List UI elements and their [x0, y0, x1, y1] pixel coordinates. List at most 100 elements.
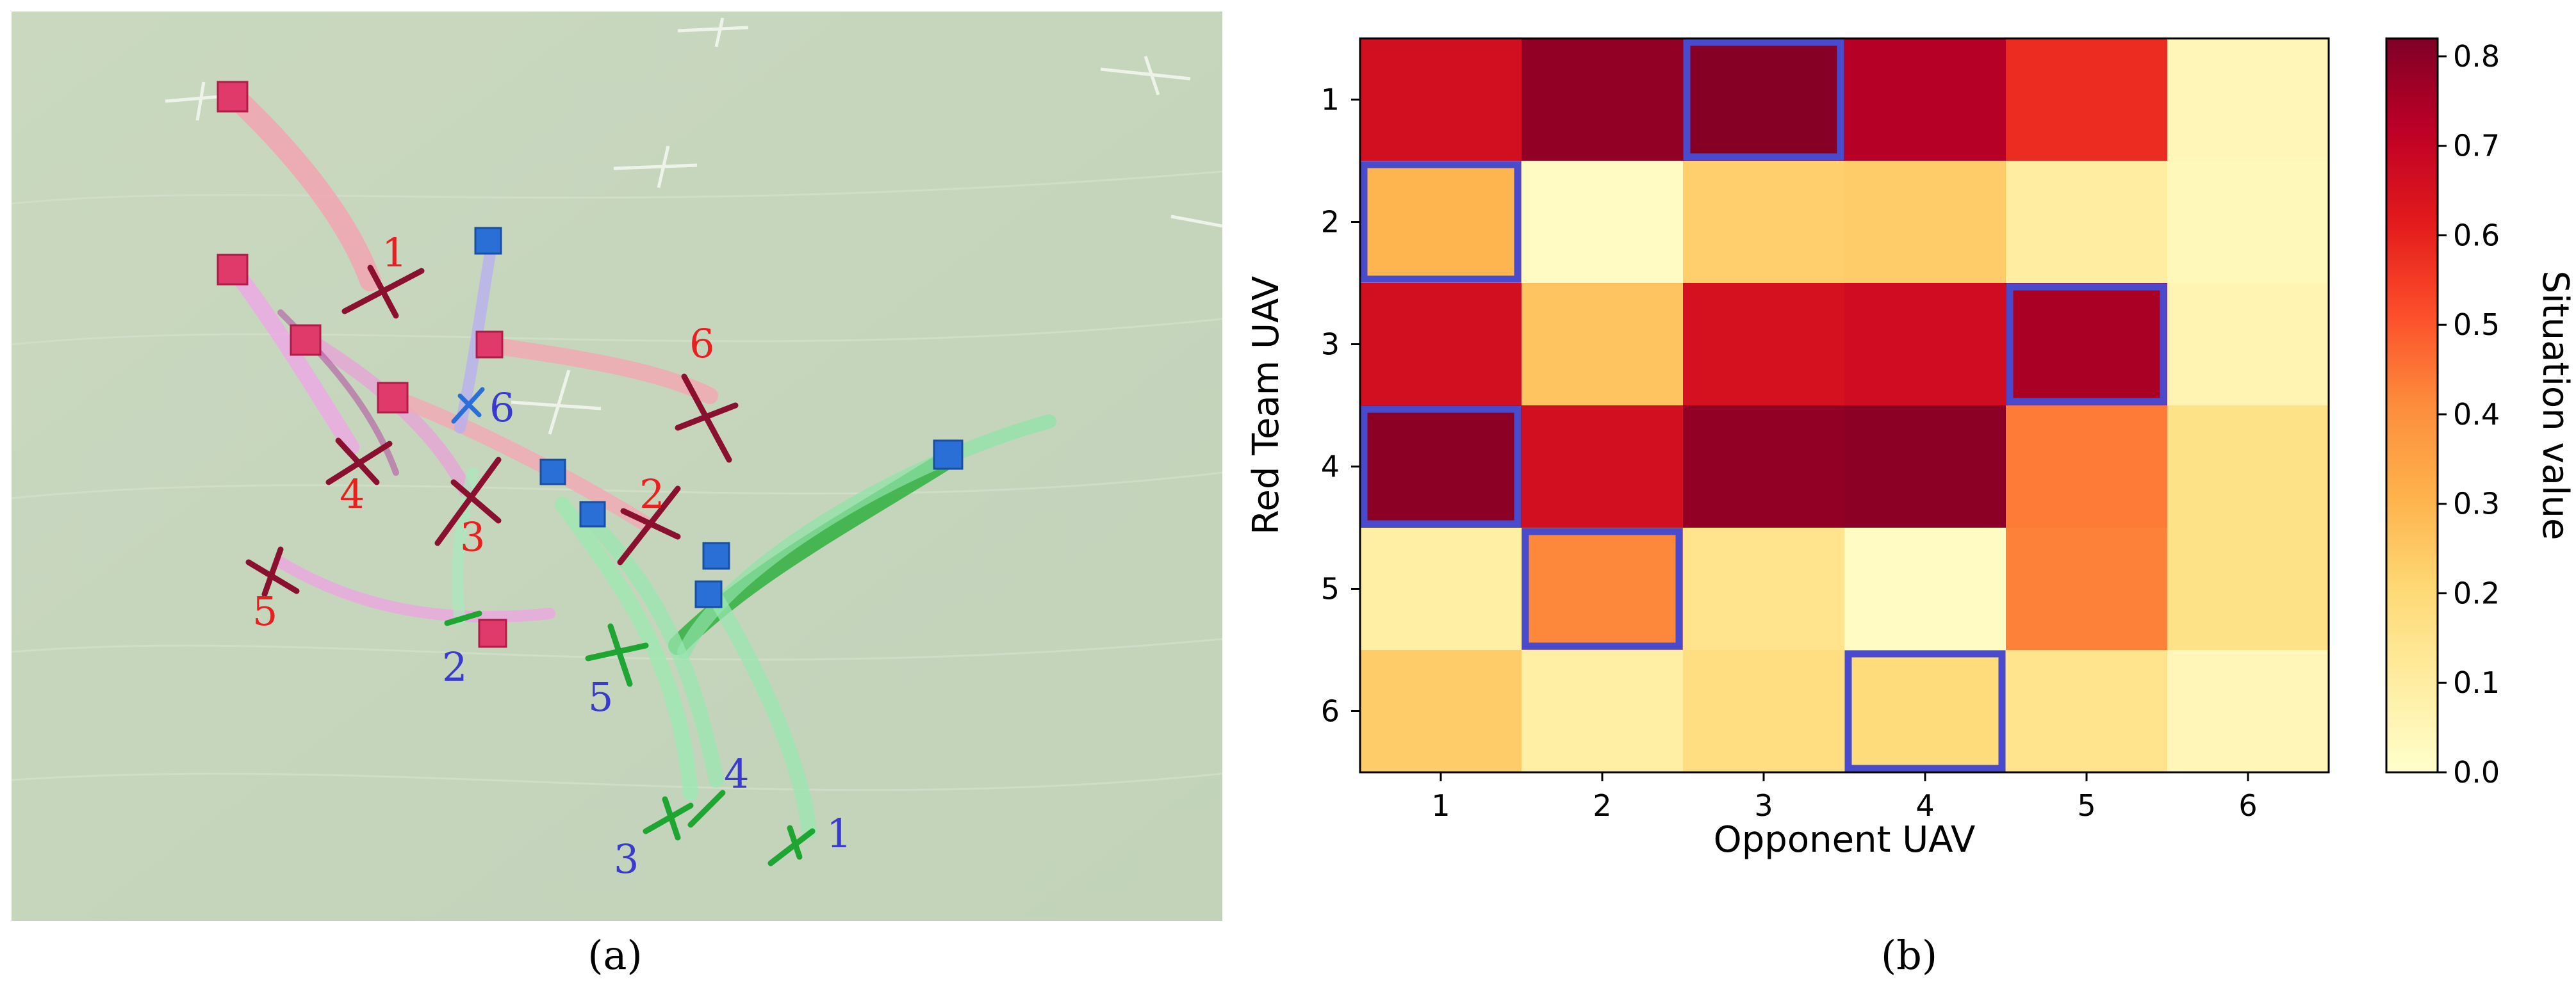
x-tick-label: 3	[1754, 788, 1773, 823]
blue-team-labels: 6 2 5 4 3 1	[442, 384, 851, 882]
heatmap-cell-r1-c5	[2006, 38, 2168, 161]
heatmap-cell-r1-c1	[1360, 38, 1522, 161]
highlight-box-r1-c3	[1683, 38, 1844, 161]
heatmap-cell-r4-c4	[1844, 405, 2006, 528]
blue-label-6: 6	[489, 384, 514, 431]
y-tick-label: 1	[1321, 83, 1340, 117]
colorbar	[2385, 37, 2439, 774]
red-label-1: 1	[382, 229, 407, 276]
colorbar-tick-label: 0.4	[2453, 397, 2500, 432]
blue-label-3: 3	[614, 836, 639, 882]
y-axis-ticks: 1 2 3 4 5 6	[1321, 83, 1360, 729]
heatmap-cell-r5-c3	[1683, 528, 1845, 651]
heatmap-cell-r4-c5	[2006, 405, 2168, 528]
heatmap-cell-r3-c4	[1844, 283, 2006, 406]
y-tick-label: 3	[1321, 327, 1340, 362]
red-team-labels: 1 6 4 3 2 5	[252, 229, 714, 635]
colorbar-tick-label: 0.3	[2453, 487, 2500, 521]
y-tick-label: 6	[1321, 694, 1340, 729]
heatmap-cell-r2-c5	[2006, 161, 2168, 284]
green-aircraft	[444, 610, 816, 866]
y-tick-label: 2	[1321, 205, 1340, 240]
heatmap-cell-r1-c4	[1844, 38, 2006, 161]
colorbar-ticks: 0.0 0.1 0.2 0.3 0.4 0.5 0.6 0.7 0.8	[2438, 39, 2500, 790]
caption-a: (a)	[587, 932, 643, 979]
heatmap-cell-r3-c2	[1522, 283, 1684, 406]
colorbar-tick-label: 0.0	[2453, 755, 2500, 790]
red-label-6: 6	[689, 320, 714, 367]
x-tick-label: 5	[2077, 788, 2096, 823]
heatmap-cell-r5-c1	[1360, 528, 1522, 651]
red-label-2: 2	[639, 471, 664, 517]
highlight-box-r5-c2	[1522, 528, 1683, 650]
opponent-trails	[452, 236, 1056, 839]
ground-plane	[12, 12, 1222, 921]
plot-frame	[1359, 37, 2330, 774]
colorbar-tick-label: 0.8	[2453, 39, 2500, 74]
heatmap-cell-r2-c3	[1683, 161, 1845, 284]
highlight-box-r3-c5	[2006, 283, 2167, 405]
blue-label-1: 1	[826, 810, 851, 857]
red-label-4: 4	[340, 471, 365, 517]
caption-b: (b)	[1880, 932, 1938, 979]
y-tick-label: 4	[1321, 450, 1340, 484]
heatmap-cell-r6-c2	[1522, 650, 1684, 773]
heatmap-cell-r4-c3	[1683, 405, 1845, 528]
heatmap-cell-r3-c6	[2167, 283, 2329, 406]
heatmap-cell-r6-c1	[1360, 650, 1522, 773]
x-tick-label: 4	[1916, 788, 1934, 823]
red-spawn-cubes	[217, 81, 507, 648]
grid-markers	[165, 17, 1222, 435]
blue-team-aircraft-6	[451, 387, 485, 424]
heatmap-cell-r4-c6	[2167, 405, 2329, 528]
heatmap-cell-r5-c4	[1844, 528, 2006, 651]
y-tick-label: 5	[1321, 572, 1340, 606]
red-label-5: 5	[252, 588, 277, 635]
heatmap-cell-r2-c6	[2167, 161, 2329, 284]
heatmap-cell-r2-c1	[1360, 161, 1522, 284]
heatmap-cell-r6-c5	[2006, 650, 2168, 773]
heatmap-cell-r3-c5	[2006, 283, 2168, 406]
heatmap-cell-r6-c4	[1844, 650, 2006, 773]
highlight-box-r6-c4	[1844, 650, 2006, 772]
air-combat-scene: 1 6 4 3 2 5 6 2 5 4 3 1	[12, 12, 1222, 921]
heatmap-cell-r5-c5	[2006, 528, 2168, 651]
heatmap-cell-r4-c2	[1522, 405, 1684, 528]
blue-spawn-cubes	[474, 227, 964, 608]
highlight-box-r4-c1	[1360, 405, 1522, 528]
red-team-aircraft	[245, 264, 739, 597]
colorbar-label: Situation value	[2534, 271, 2576, 540]
heatmap-cells	[1360, 38, 2329, 773]
x-tick-label: 6	[2238, 788, 2257, 823]
blue-label-2: 2	[442, 644, 467, 690]
heatmap-cell-r3-c3	[1683, 283, 1845, 406]
heatmap-cell-r4-c1	[1360, 405, 1522, 528]
heatmap-cell-r1-c2	[1522, 38, 1684, 161]
blue-label-5: 5	[588, 674, 613, 720]
y-axis-label: Red Team UAV	[1245, 276, 1287, 535]
heatmap-cell-r3-c1	[1360, 283, 1522, 406]
colorbar-tick-label: 0.1	[2453, 665, 2500, 700]
x-axis-ticks: 1 2 3 4 5 6	[1431, 772, 2258, 823]
blue-label-4: 4	[724, 751, 749, 797]
heatmap-cell-r1-c6	[2167, 38, 2329, 161]
x-tick-label: 2	[1593, 788, 1611, 823]
heatmap-cell-r6-c6	[2167, 650, 2329, 773]
highlight-box-r2-c1	[1360, 161, 1522, 283]
x-tick-label: 1	[1431, 788, 1450, 823]
scene-svg: 1 6 4 3 2 5 6 2 5 4 3 1	[12, 12, 1222, 921]
heatmap-cell-r2-c4	[1844, 161, 2006, 284]
colorbar-tick-label: 0.6	[2453, 218, 2500, 252]
colorbar-tick-label: 0.5	[2453, 307, 2500, 342]
colorbar-tick-label: 0.2	[2453, 576, 2500, 610]
colorbar-tick-label: 0.7	[2453, 129, 2500, 163]
heatmap-cell-r1-c3	[1683, 38, 1845, 161]
heatmap-cell-r2-c2	[1522, 161, 1684, 284]
x-axis-label: Opponent UAV	[1714, 819, 1976, 861]
red-label-3: 3	[460, 514, 485, 560]
heatmap-cell-r5-c2	[1522, 528, 1684, 651]
heatmap-cell-r5-c6	[2167, 528, 2329, 651]
heatmap-cell-r6-c3	[1683, 650, 1845, 773]
